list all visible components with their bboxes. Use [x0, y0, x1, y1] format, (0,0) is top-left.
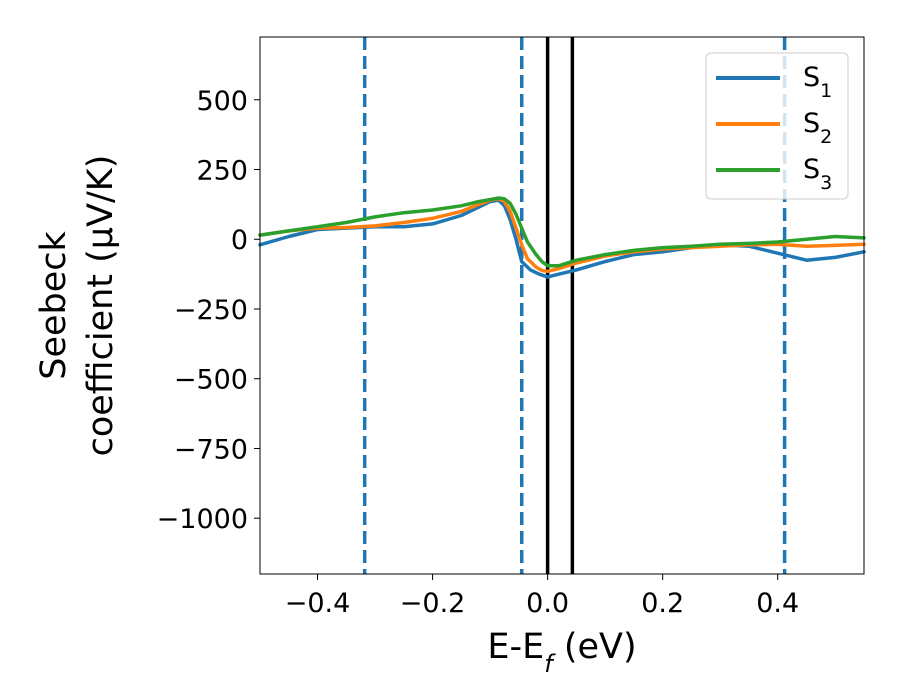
legend-entry-s2: S2	[716, 108, 832, 148]
x-tick-label: −0.2	[400, 588, 466, 619]
y-axis-label-line1: Seebeck	[34, 230, 74, 379]
tick-layer: −0.4 −0.2 0.0 0.2 0.4 500 250 0 −250 −500 −750 −100…	[157, 86, 800, 619]
legend-label-s1: S1	[803, 62, 832, 102]
series-layer	[258, 196, 866, 279]
series-line-s2	[258, 197, 866, 274]
y-axis-label-line2: coefficient (μV/K)	[81, 155, 121, 457]
x-tick-label: −0.4	[285, 588, 351, 619]
y-tick-label: −750	[174, 434, 248, 465]
y-tick-label: 500	[196, 86, 248, 117]
y-tick-label: −250	[174, 295, 248, 326]
y-tick-label: −1000	[157, 504, 248, 535]
x-tick-label: 0.0	[526, 588, 569, 619]
legend-entry-s3: S3	[716, 154, 832, 194]
y-tick-label: 0	[231, 225, 248, 256]
legend-label-s2: S2	[803, 108, 832, 148]
y-tick-label: −500	[174, 365, 248, 396]
y-tick-label: 250	[196, 156, 248, 187]
legend: S1 S2 S3	[705, 52, 849, 200]
vline-layer	[362, 37, 787, 574]
series-line-s3	[258, 196, 866, 268]
plot-area-frame	[259, 36, 865, 575]
x-tick-label: 0.4	[756, 588, 799, 619]
x-tick-label: 0.2	[641, 588, 684, 619]
legend-label-s3: S3	[803, 154, 832, 194]
x-axis-label: E-Ef (eV)	[487, 627, 636, 678]
legend-entry-s1: S1	[716, 62, 832, 102]
